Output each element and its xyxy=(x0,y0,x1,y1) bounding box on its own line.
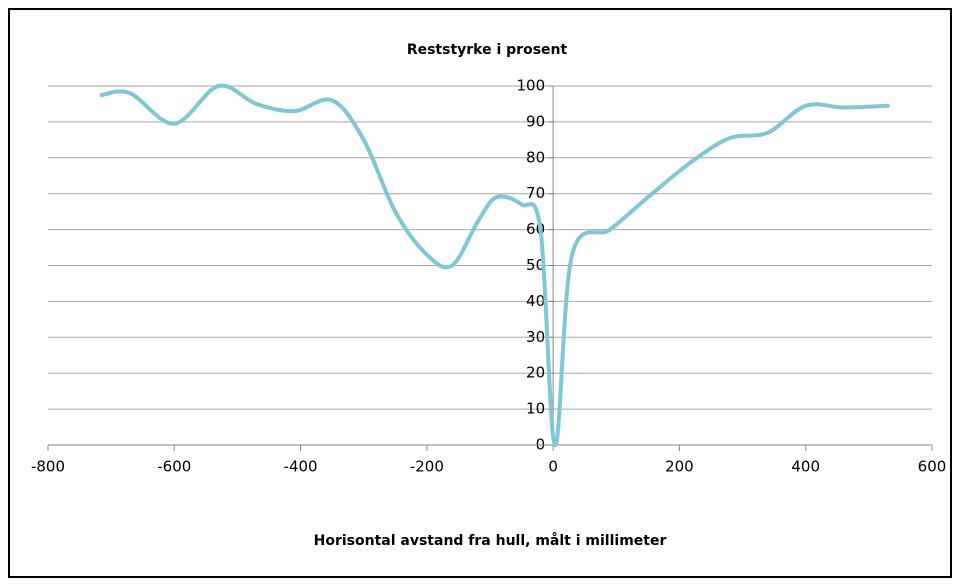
x-tick-label: 400 xyxy=(791,458,820,476)
y-tick-label: 30 xyxy=(526,328,545,346)
y-tick-label: 20 xyxy=(526,364,545,382)
y-tick-label: 40 xyxy=(526,292,545,310)
y-tick-label: 100 xyxy=(517,77,546,95)
x-tick-label: -800 xyxy=(31,458,65,476)
chart-title: Reststyrke i prosent xyxy=(407,42,568,58)
data-line xyxy=(99,83,890,448)
y-tick-label: 90 xyxy=(526,112,545,130)
x-axis-label: Horisontal avstand fra hull, målt i mill… xyxy=(314,532,667,549)
x-tick-label: 200 xyxy=(665,458,694,476)
y-tick-label: 50 xyxy=(526,256,545,274)
x-tick-label: 0 xyxy=(548,458,558,476)
y-tick-label: 70 xyxy=(526,184,545,202)
y-tick-label: 10 xyxy=(526,400,545,418)
x-tick-label: -200 xyxy=(410,458,444,476)
y-tick-label: 80 xyxy=(526,148,545,166)
chart-border xyxy=(8,8,952,578)
x-tick-label: -600 xyxy=(157,458,191,476)
x-tick-label: 600 xyxy=(918,458,947,476)
x-tick-label: -400 xyxy=(284,458,318,476)
